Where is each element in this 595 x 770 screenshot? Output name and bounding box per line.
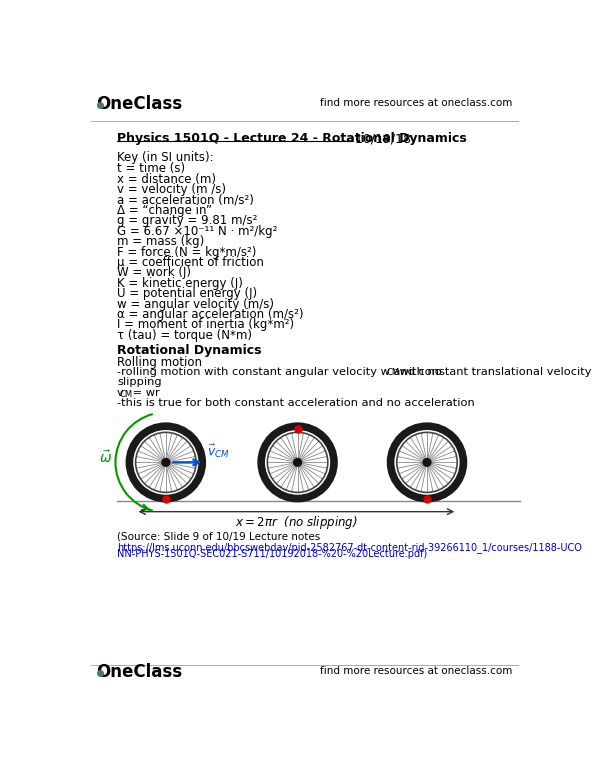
- Text: Physics 1501Q - Lecture 24 - Rotational Dynamics: Physics 1501Q - Lecture 24 - Rotational …: [117, 132, 466, 146]
- Text: x = distance (m): x = distance (m): [117, 173, 216, 186]
- Text: -this is true for both constant acceleration and no acceleration: -this is true for both constant accelera…: [117, 399, 475, 408]
- Text: v = velocity (m /s): v = velocity (m /s): [117, 183, 226, 196]
- Text: Rolling motion: Rolling motion: [117, 356, 202, 369]
- Circle shape: [162, 458, 170, 467]
- Text: I = moment of inertia (kg*m²): I = moment of inertia (kg*m²): [117, 318, 294, 331]
- Text: α = angular acceleration (m/s²): α = angular acceleration (m/s²): [117, 308, 303, 321]
- Text: μ = coefficient of friction: μ = coefficient of friction: [117, 256, 264, 269]
- Text: $\vec{\omega}$: $\vec{\omega}$: [99, 450, 112, 466]
- Text: CM: CM: [120, 390, 133, 399]
- Text: a = acceleration (m/s²): a = acceleration (m/s²): [117, 193, 254, 206]
- Text: = wr: = wr: [129, 387, 159, 397]
- Circle shape: [294, 458, 302, 467]
- Text: -rolling motion with constant angular velocity w and constant translational velo: -rolling motion with constant angular ve…: [117, 367, 595, 377]
- Text: NN-PHYS-1501Q-SEC021-S711/10192018-%20-%20Lecture.pdf): NN-PHYS-1501Q-SEC021-S711/10192018-%20-%…: [117, 550, 427, 559]
- Text: τ (tau) = torque (N*m): τ (tau) = torque (N*m): [117, 329, 252, 342]
- Text: 10/19/18: 10/19/18: [351, 132, 411, 146]
- Text: w = angular velocity (m/s): w = angular velocity (m/s): [117, 297, 274, 310]
- Text: $\vec{v}_{CM}$: $\vec{v}_{CM}$: [207, 443, 230, 460]
- Text: v: v: [117, 387, 124, 397]
- Text: find more resources at oneclass.com: find more resources at oneclass.com: [320, 666, 512, 676]
- Text: Key (in SI units):: Key (in SI units):: [117, 151, 214, 164]
- Text: W = work (J): W = work (J): [117, 266, 191, 280]
- Text: K = kinetic energy (J): K = kinetic energy (J): [117, 276, 243, 290]
- Text: find more resources at oneclass.com: find more resources at oneclass.com: [320, 98, 512, 108]
- Text: (Source: Slide 9 of 10/19 Lecture notes: (Source: Slide 9 of 10/19 Lecture notes: [117, 531, 320, 541]
- Text: with no: with no: [396, 367, 441, 377]
- Text: m = mass (kg): m = mass (kg): [117, 235, 204, 248]
- Text: F = force (N = kg*m/s²): F = force (N = kg*m/s²): [117, 246, 256, 259]
- Text: t = time (s): t = time (s): [117, 162, 185, 176]
- Text: $x = 2\pi r$  (no slipping): $x = 2\pi r$ (no slipping): [235, 514, 358, 531]
- Text: Rotational Dynamics: Rotational Dynamics: [117, 343, 261, 357]
- Text: slipping: slipping: [117, 377, 162, 387]
- Text: CM: CM: [387, 368, 400, 377]
- Text: g = gravity = 9.81 m/s²: g = gravity = 9.81 m/s²: [117, 214, 258, 227]
- Text: G = 6.67 ×10⁻¹¹ N · m²/kg²: G = 6.67 ×10⁻¹¹ N · m²/kg²: [117, 225, 277, 238]
- Text: OneClass: OneClass: [96, 664, 182, 681]
- Text: OneClass: OneClass: [96, 95, 182, 113]
- Text: https://lms.uconn.edu/bbcswebdav/pid-2582767-dt-content-rid-39266110_1/courses/1: https://lms.uconn.edu/bbcswebdav/pid-258…: [117, 542, 582, 553]
- Circle shape: [423, 458, 431, 467]
- Text: U = potential energy (J): U = potential energy (J): [117, 287, 257, 300]
- Text: Δ = “change in”: Δ = “change in”: [117, 204, 212, 217]
